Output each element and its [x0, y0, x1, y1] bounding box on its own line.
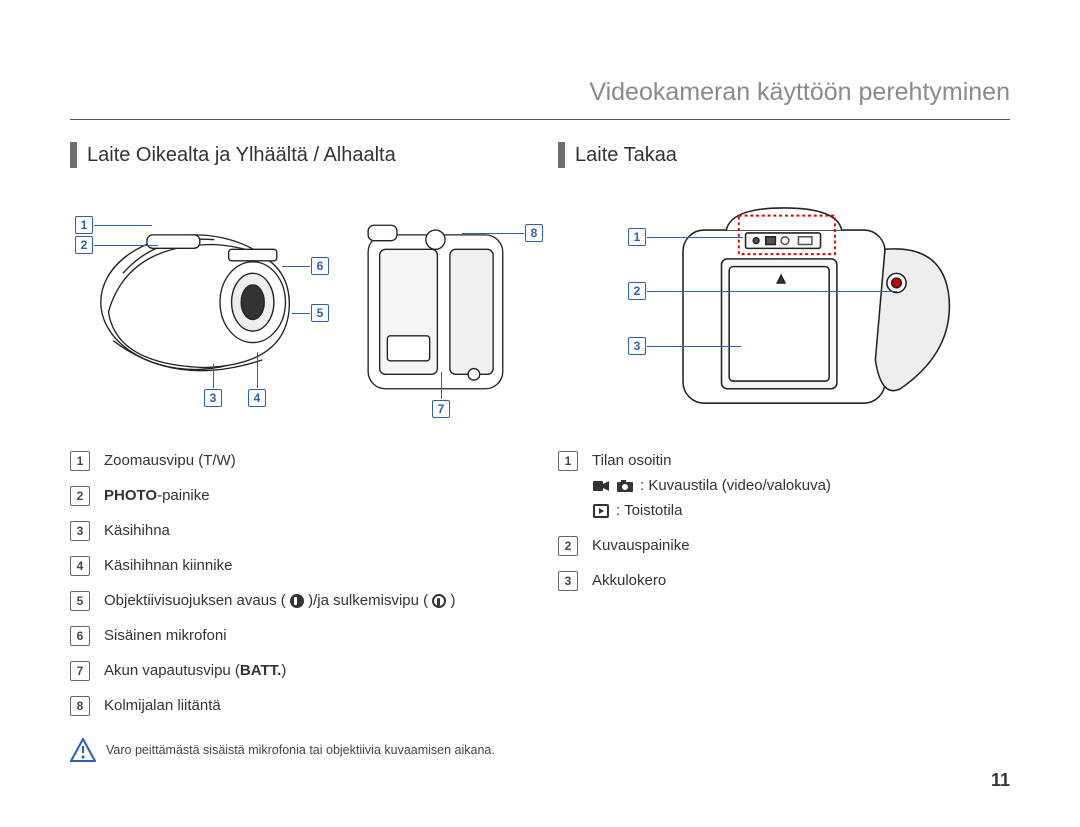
- leader-3: [213, 364, 214, 388]
- list-text: Kolmijalan liitäntä: [104, 695, 522, 716]
- callout-r2: 2: [628, 282, 646, 300]
- list-item: 6 Sisäinen mikrofoni: [70, 625, 522, 646]
- list-item: 2 PHOTO-painike: [70, 485, 522, 506]
- list-item: 1 Tilan osoitin : Kuvaustila (video/valo…: [558, 450, 1010, 521]
- list-num: 8: [70, 696, 90, 716]
- list-item: 8 Kolmijalan liitäntä: [70, 695, 522, 716]
- right-diagram: 1 2 3: [558, 192, 1010, 422]
- lens-text-b: )/ja sulkemisvipu (: [304, 592, 432, 609]
- list-text: Kuvauspainike: [592, 535, 1010, 556]
- list-text: PHOTO-painike: [104, 485, 522, 506]
- callout-r1: 1: [628, 228, 646, 246]
- heading-bar: [70, 142, 77, 168]
- callout-8: 8: [525, 224, 543, 242]
- list-num: 3: [70, 521, 90, 541]
- right-heading-text: Laite Takaa: [575, 144, 677, 167]
- photo-suffix: -painike: [157, 487, 210, 504]
- callout-1: 1: [75, 216, 93, 234]
- callout-4: 4: [248, 389, 266, 407]
- left-heading-text: Laite Oikealta ja Ylhäältä / Alhaalta: [87, 144, 396, 167]
- right-item1-line3: : Toistotila: [616, 500, 682, 521]
- left-diagram: 1 2 6 5 3 4 8 7: [70, 192, 522, 422]
- leader-6: [282, 266, 310, 267]
- camera-illustration-left: [70, 192, 522, 422]
- camera-illustration-rear: [558, 192, 1010, 422]
- list-text: Käsihihnan kiinnike: [104, 555, 522, 576]
- lens-text-a: Objektiivisuojuksen avaus (: [104, 592, 290, 609]
- callout-6: 6: [311, 257, 329, 275]
- right-item1-line2: : Kuvaustila (video/valokuva): [640, 475, 831, 496]
- list-num: 1: [70, 451, 90, 471]
- list-text: Akun vapautusvipu (BATT.): [104, 660, 522, 681]
- photo-mode-icon: [616, 477, 634, 495]
- right-column: Laite Takaa: [558, 142, 1010, 762]
- warning-text: Varo peittämästä sisäistä mikrofonia tai…: [106, 743, 495, 757]
- video-mode-icon: [592, 477, 610, 495]
- playback-mode-icon: [592, 502, 610, 520]
- list-item: 3 Akkulokero: [558, 570, 1010, 591]
- lens-open-icon: [290, 594, 304, 608]
- leader-5: [292, 313, 310, 314]
- photo-bold: PHOTO: [104, 487, 157, 504]
- list-text: Akkulokero: [592, 570, 1010, 591]
- left-heading: Laite Oikealta ja Ylhäältä / Alhaalta: [70, 142, 522, 168]
- batt-a: Akun vapautusvipu (: [104, 662, 240, 679]
- list-item: 7 Akun vapautusvipu (BATT.): [70, 660, 522, 681]
- batt-bold: BATT.: [240, 662, 281, 679]
- list-text: Sisäinen mikrofoni: [104, 625, 522, 646]
- list-num: 5: [70, 591, 90, 611]
- callout-2: 2: [75, 236, 93, 254]
- left-column: Laite Oikealta ja Ylhäältä / Alhaalta: [70, 142, 522, 762]
- lens-close-icon: [432, 594, 446, 608]
- lens-text-c: ): [446, 592, 455, 609]
- list-num: 1: [558, 451, 578, 471]
- batt-b: ): [281, 662, 286, 679]
- list-item: 5 Objektiivisuojuksen avaus ( )/ja sulke…: [70, 590, 522, 611]
- leader-2: [94, 245, 158, 246]
- page-number: 11: [991, 770, 1010, 791]
- list-num: 6: [70, 626, 90, 646]
- left-list: 1 Zoomausvipu (T/W) 2 PHOTO-painike 3 Kä…: [70, 450, 522, 716]
- list-text: Zoomausvipu (T/W): [104, 450, 522, 471]
- leader-8: [462, 233, 524, 234]
- list-num: 7: [70, 661, 90, 681]
- warning-row: Varo peittämästä sisäistä mikrofonia tai…: [70, 738, 522, 762]
- page-header-title: Videokameran käyttöön perehtyminen: [70, 78, 1010, 120]
- callout-3: 3: [204, 389, 222, 407]
- leader-r3: [647, 346, 741, 347]
- list-item: 1 Zoomausvipu (T/W): [70, 450, 522, 471]
- list-item: 2 Kuvauspainike: [558, 535, 1010, 556]
- leader-4: [257, 352, 258, 388]
- leader-r2: [647, 291, 897, 292]
- list-num: 2: [558, 536, 578, 556]
- right-list: 1 Tilan osoitin : Kuvaustila (video/valo…: [558, 450, 1010, 591]
- list-text: Käsihihna: [104, 520, 522, 541]
- list-num: 2: [70, 486, 90, 506]
- list-item: 4 Käsihihnan kiinnike: [70, 555, 522, 576]
- leader-7: [441, 372, 442, 399]
- heading-bar: [558, 142, 565, 168]
- list-text: Tilan osoitin : Kuvaustila (video/valoku…: [592, 450, 1010, 521]
- list-num: 3: [558, 571, 578, 591]
- callout-7: 7: [432, 400, 450, 418]
- callout-5: 5: [311, 304, 329, 322]
- list-num: 4: [70, 556, 90, 576]
- leader-1: [94, 225, 152, 226]
- list-text: Objektiivisuojuksen avaus ( )/ja sulkemi…: [104, 590, 522, 611]
- warning-icon: [70, 738, 96, 762]
- right-heading: Laite Takaa: [558, 142, 1010, 168]
- callout-r3: 3: [628, 337, 646, 355]
- leader-r1: [647, 237, 743, 238]
- list-item: 3 Käsihihna: [70, 520, 522, 541]
- right-item1-line1: Tilan osoitin: [592, 450, 1010, 471]
